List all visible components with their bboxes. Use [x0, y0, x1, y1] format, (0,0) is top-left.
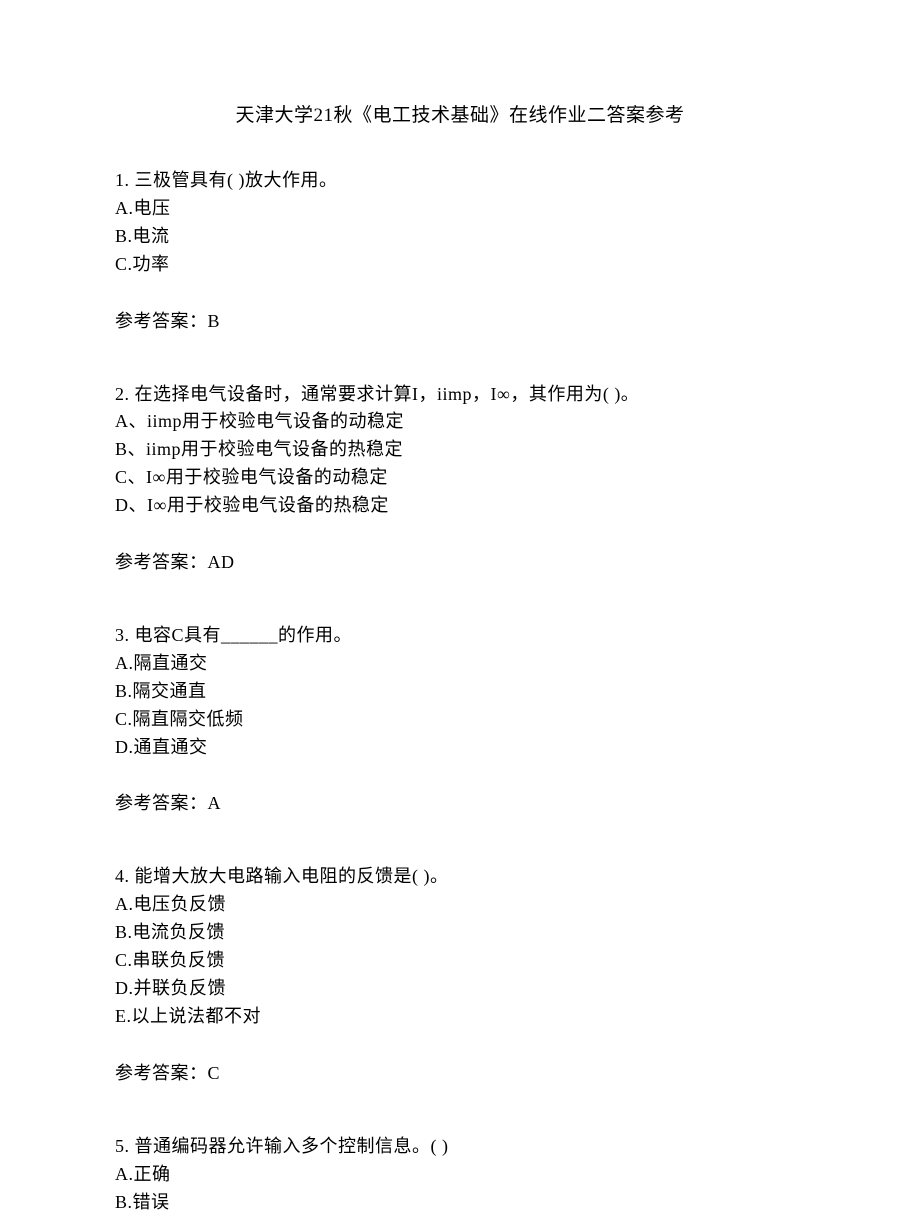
answer-value: B [208, 311, 221, 331]
question-block: 4. 能增大放大电路输入电阻的反馈是( )。 A.电压负反馈 B.电流负反馈 C… [115, 863, 805, 1084]
option: B.错误 [115, 1189, 805, 1216]
answer: 参考答案：B [115, 307, 805, 333]
option: C.隔直隔交低频 [115, 706, 805, 734]
answer-label: 参考答案： [115, 793, 208, 813]
option: D.通直通交 [115, 734, 805, 762]
answer-label: 参考答案： [115, 1063, 208, 1083]
answer: 参考答案：A [115, 789, 805, 815]
answer-label: 参考答案： [115, 311, 208, 331]
document-title: 天津大学21秋《电工技术基础》在线作业二答案参考 [115, 100, 805, 127]
question-number: 3. [115, 625, 130, 645]
question-block: 1. 三极管具有( )放大作用。 A.电压 B.电流 C.功率 参考答案：B [115, 167, 805, 333]
question-stem: 三极管具有( )放大作用。 [135, 170, 338, 190]
answer-value: C [208, 1063, 221, 1083]
question-stem: 在选择电气设备时，通常要求计算I，iimp，I∞，其作用为( )。 [135, 384, 640, 404]
question-number: 1. [115, 170, 130, 190]
option: D、I∞用于校验电气设备的热稳定 [115, 492, 805, 520]
question-stem: 能增大放大电路输入电阻的反馈是( )。 [135, 866, 449, 886]
option: B.电流 [115, 223, 805, 251]
question-number: 4. [115, 866, 130, 886]
question-block: 3. 电容C具有______的作用。 A.隔直通交 B.隔交通直 C.隔直隔交低… [115, 622, 805, 815]
option: C、I∞用于校验电气设备的动稳定 [115, 464, 805, 492]
option: A.电压 [115, 195, 805, 223]
option: A.电压负反馈 [115, 891, 805, 919]
question-text: 4. 能增大放大电路输入电阻的反馈是( )。 [115, 863, 805, 891]
option: B.隔交通直 [115, 678, 805, 706]
answer: 参考答案：C [115, 1059, 805, 1085]
question-text: 5. 普通编码器允许输入多个控制信息。( ) [115, 1133, 805, 1161]
option: B、iimp用于校验电气设备的热稳定 [115, 436, 805, 464]
question-block: 5. 普通编码器允许输入多个控制信息。( ) A.正确 B.错误 [115, 1133, 805, 1216]
question-text: 3. 电容C具有______的作用。 [115, 622, 805, 650]
answer-label: 参考答案： [115, 552, 208, 572]
question-stem: 电容C具有______的作用。 [135, 625, 353, 645]
answer-value: AD [208, 552, 235, 572]
option: B.电流负反馈 [115, 919, 805, 947]
option: C.串联负反馈 [115, 947, 805, 975]
option: A、iimp用于校验电气设备的动稳定 [115, 408, 805, 436]
question-text: 1. 三极管具有( )放大作用。 [115, 167, 805, 195]
option: E.以上说法都不对 [115, 1003, 805, 1031]
option: C.功率 [115, 251, 805, 279]
question-stem: 普通编码器允许输入多个控制信息。( ) [135, 1136, 449, 1156]
option: A.正确 [115, 1161, 805, 1189]
question-block: 2. 在选择电气设备时，通常要求计算I，iimp，I∞，其作用为( )。 A、i… [115, 381, 805, 574]
option: A.隔直通交 [115, 650, 805, 678]
question-number: 2. [115, 384, 130, 404]
answer-value: A [208, 793, 222, 813]
question-text: 2. 在选择电气设备时，通常要求计算I，iimp，I∞，其作用为( )。 [115, 381, 805, 409]
answer: 参考答案：AD [115, 548, 805, 574]
question-number: 5. [115, 1136, 130, 1156]
option: D.并联负反馈 [115, 975, 805, 1003]
